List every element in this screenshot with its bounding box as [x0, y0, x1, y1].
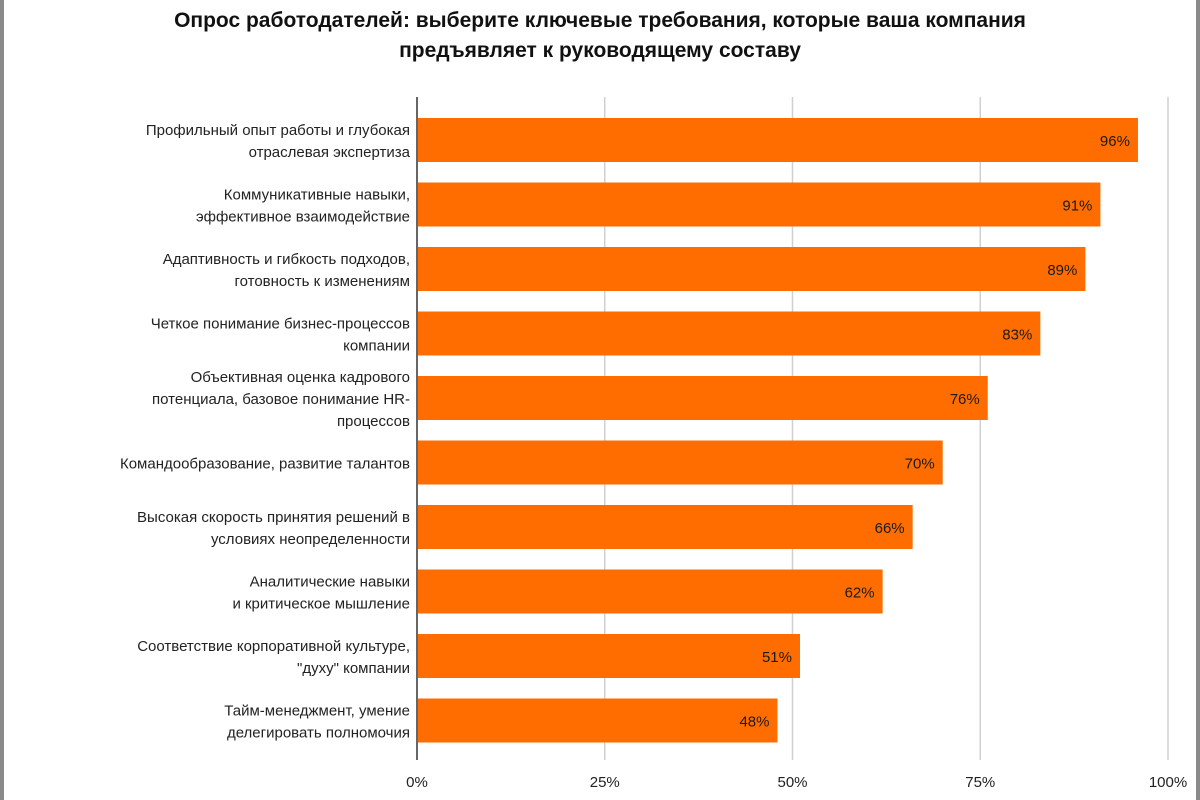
category-labels: Профильный опыт работы и глубокая отрасле… [120, 122, 411, 742]
category-label: отраслевая экспертиза [249, 144, 411, 161]
category-label: условиях неопределенности [211, 531, 410, 548]
category-label: компании [343, 338, 410, 355]
category-label: Коммуникативные навыки, [224, 187, 410, 204]
bar [418, 698, 778, 743]
x-tick-label: 25% [590, 774, 620, 791]
bars [418, 118, 1138, 743]
bar-value-label: 70% [905, 456, 935, 473]
category-label: Профильный опыт работы и глубокая [146, 122, 410, 139]
bar-value-label: 76% [950, 391, 980, 408]
bar-value-label: 91% [1062, 198, 1092, 215]
bar [418, 440, 943, 485]
category-label: "духу" компании [297, 660, 410, 677]
bar [418, 376, 988, 420]
category-label: Аналитические навыки [250, 574, 410, 591]
category-label: Четкое понимание бизнес-процессов [151, 316, 410, 333]
chart-title-line-1: Опрос работодателей: выберите ключевые т… [174, 9, 1026, 32]
bar-value-label: 89% [1047, 262, 1077, 279]
category-label: эффективное взаимодействие [196, 209, 410, 226]
category-label: и критическое мышление [232, 596, 410, 613]
category-label: Командообразование, развитие талантов [120, 456, 410, 473]
category-label: Соответствие корпоративной культуре, [137, 638, 410, 655]
bar-value-label: 83% [1002, 327, 1032, 344]
category-label: процессов [337, 413, 410, 430]
category-label: Высокая скорость принятия решений в [137, 509, 410, 526]
bar [418, 569, 883, 614]
category-label: готовность к изменениям [234, 273, 410, 290]
bar-value-label: 66% [875, 520, 905, 537]
bar [418, 247, 1086, 291]
bar [418, 182, 1101, 227]
chart-title: Опрос работодателей: выберите ключевые т… [0, 6, 1200, 66]
bar-value-label: 96% [1100, 133, 1130, 150]
category-label: Тайм-менеджмент, умение [224, 703, 410, 720]
category-label: Объективная оценка кадрового [191, 369, 410, 386]
bar [418, 118, 1138, 162]
category-label: потенциала, базовое понимание HR- [152, 391, 410, 408]
x-tick-label: 100% [1149, 774, 1187, 791]
bar [418, 311, 1041, 356]
bar-value-label: 51% [762, 649, 792, 666]
bar-value-label: 62% [845, 585, 875, 602]
x-tick-label: 0% [406, 774, 428, 791]
bar-value-label: 48% [739, 714, 769, 731]
bar [418, 505, 913, 549]
x-tick-label: 75% [965, 774, 995, 791]
data-labels: 96% 91% 89% 83% 76% 70% 66% 62% 51% 48% [739, 133, 1130, 731]
chart-title-line-2: предъявляет к руководящему составу [399, 39, 801, 62]
category-label: Адаптивность и гибкость подходов, [163, 251, 410, 268]
category-label: делегировать полномочия [227, 725, 410, 742]
x-axis-ticks: 0% 25% 50% 75% 100% [406, 774, 1187, 791]
bar [418, 634, 801, 678]
x-tick-label: 50% [777, 774, 807, 791]
